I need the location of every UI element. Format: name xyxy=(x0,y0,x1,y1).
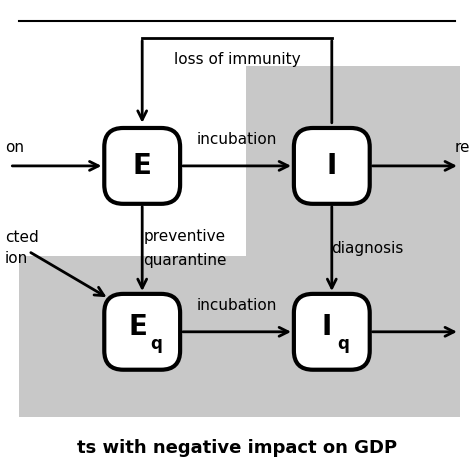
Text: E: E xyxy=(133,152,152,180)
Text: diagnosis: diagnosis xyxy=(331,241,403,256)
Text: ion: ion xyxy=(5,251,28,266)
Text: re: re xyxy=(455,140,471,155)
Text: ts with negative impact on GDP: ts with negative impact on GDP xyxy=(77,439,397,457)
FancyBboxPatch shape xyxy=(19,256,265,417)
Text: E: E xyxy=(128,313,147,341)
FancyBboxPatch shape xyxy=(104,128,180,204)
Text: incubation: incubation xyxy=(197,298,277,313)
Text: quarantine: quarantine xyxy=(143,253,227,268)
Text: incubation: incubation xyxy=(197,132,277,147)
FancyBboxPatch shape xyxy=(294,294,370,370)
FancyBboxPatch shape xyxy=(294,128,370,204)
FancyBboxPatch shape xyxy=(104,294,180,370)
Text: I: I xyxy=(327,152,337,180)
Text: q: q xyxy=(337,335,350,353)
FancyBboxPatch shape xyxy=(246,66,460,417)
Text: cted: cted xyxy=(5,229,38,245)
Text: loss of immunity: loss of immunity xyxy=(173,52,301,67)
Text: preventive: preventive xyxy=(144,229,226,245)
Text: I: I xyxy=(322,313,332,341)
Text: on: on xyxy=(5,140,24,155)
Text: q: q xyxy=(150,335,163,353)
